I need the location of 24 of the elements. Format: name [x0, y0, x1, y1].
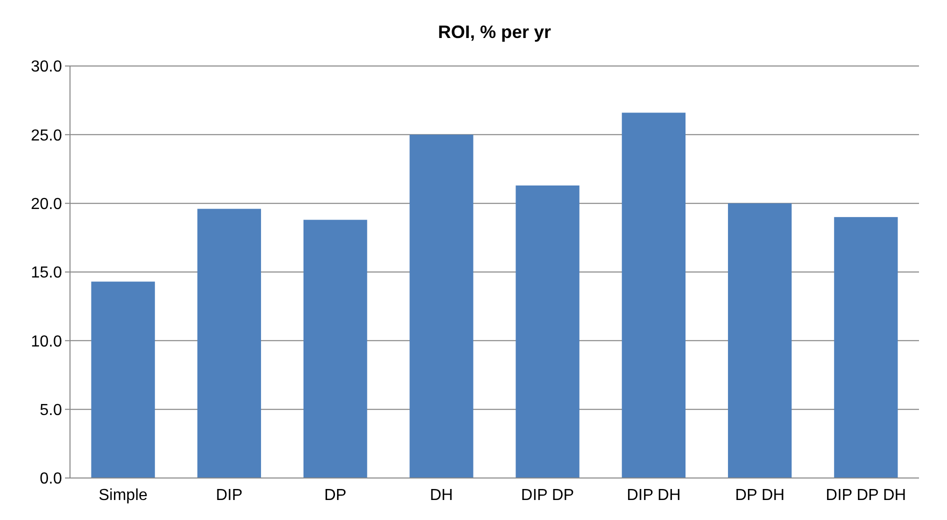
bar [197, 208, 262, 478]
bar [410, 134, 474, 478]
y-tick-label: 30.0 [30, 58, 62, 76]
bar [622, 112, 686, 478]
x-tick-label: DP DH [735, 487, 785, 504]
x-tick-label: DP [324, 487, 346, 504]
y-tick-label: 0.0 [40, 470, 62, 488]
bar [91, 282, 155, 478]
y-tick-label: 5.0 [40, 402, 62, 419]
y-tick-label: 15.0 [30, 264, 62, 282]
bar [516, 185, 580, 478]
y-tick-label: 20.0 [30, 196, 62, 213]
x-tick-label: DH [430, 487, 453, 504]
y-tick-label: 25.0 [30, 127, 62, 144]
bar [834, 217, 898, 478]
x-tick-label: Simple [98, 487, 148, 504]
y-tick-label: 10.0 [30, 333, 62, 350]
x-tick-label: DIP DH [626, 487, 681, 504]
x-tick-label: DIP DP DH [826, 487, 906, 504]
chart-title: ROI, % per yr [438, 22, 552, 42]
bar [728, 203, 792, 478]
x-tick-label: DIP DP [521, 487, 574, 504]
x-tick-label: DIP [216, 487, 243, 504]
bar [303, 220, 368, 478]
